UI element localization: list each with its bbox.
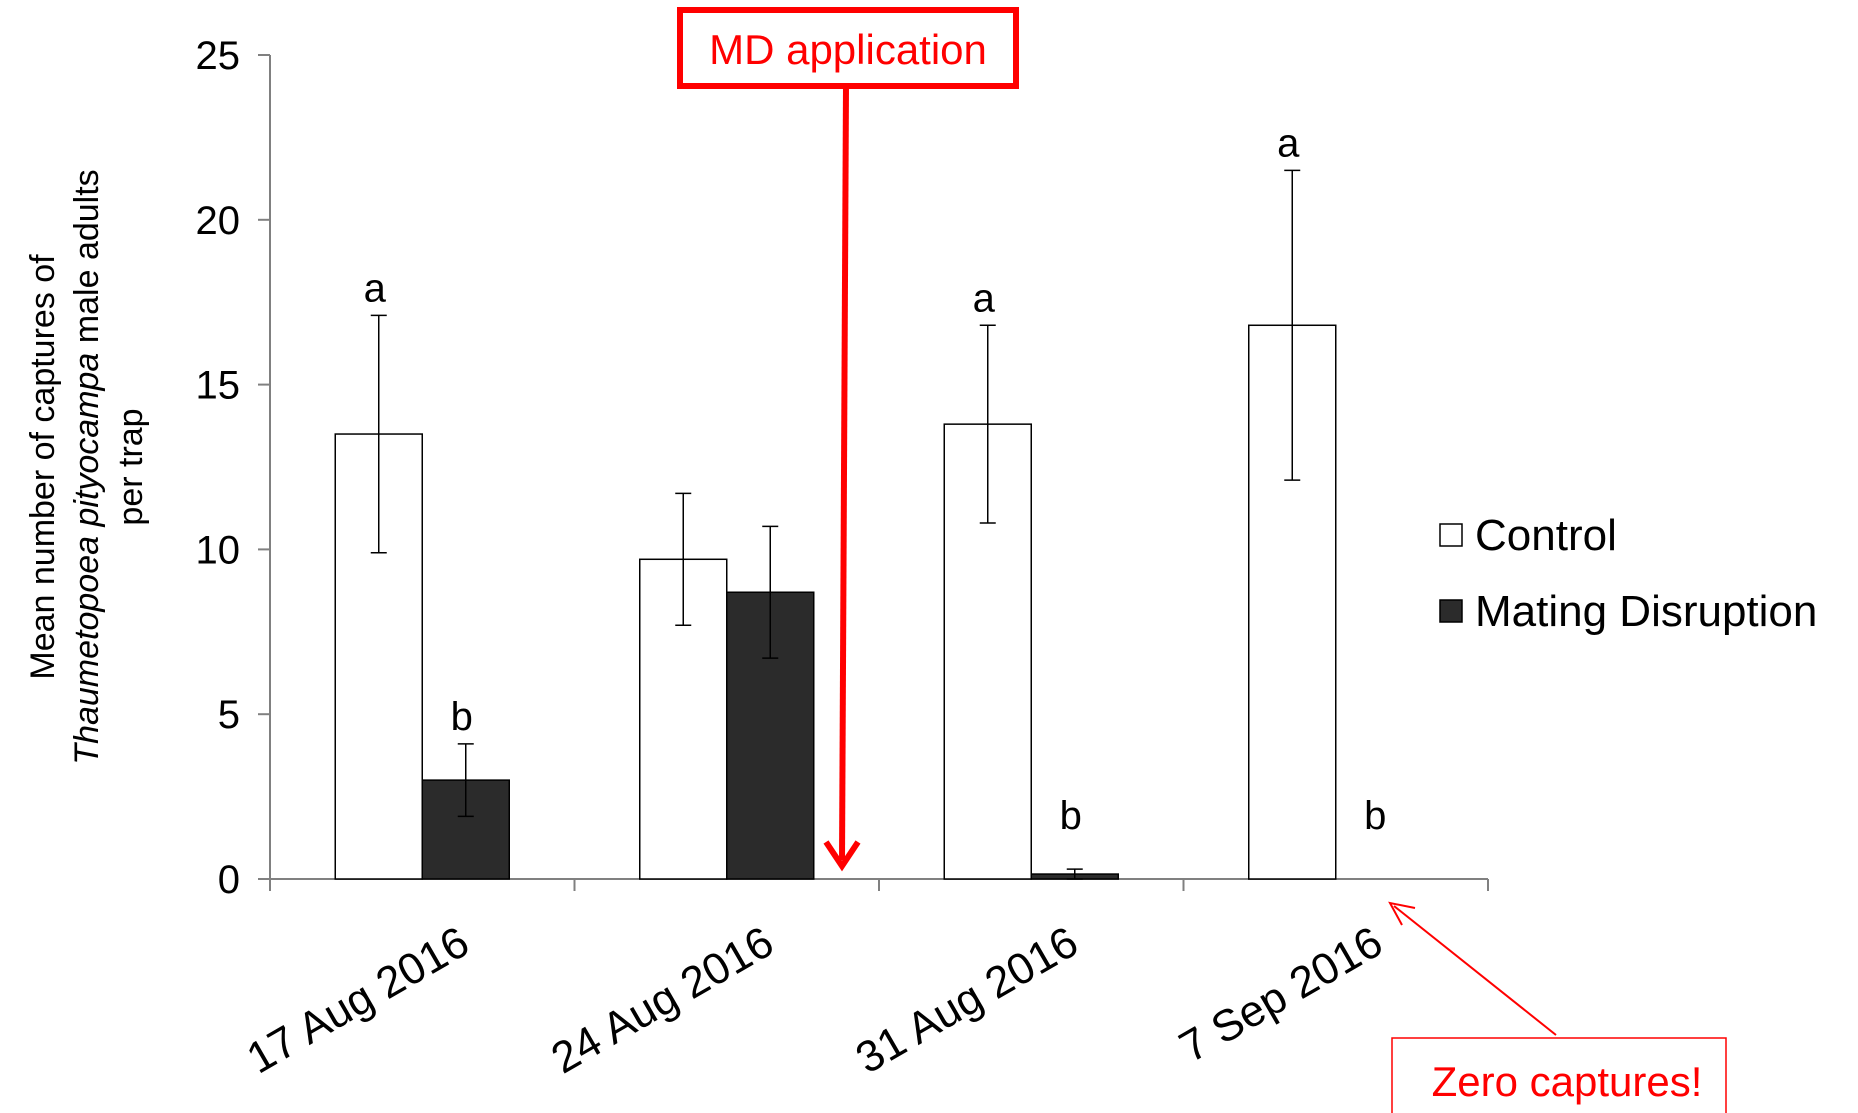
zero-captures-annotation: Zero captures! — [1388, 901, 1727, 1113]
zero-captures-arrow-head — [1388, 901, 1416, 926]
bar-mating-disruption — [421, 779, 510, 880]
legend-swatch-control — [1439, 523, 1463, 547]
y-axis-label: Mean number of captures of Thaumetopoea … — [24, 169, 150, 764]
x-category-labels: 17 Aug 2016 24 Aug 2016 31 Aug 2016 7 Sep 2… — [239, 917, 1391, 1083]
significance-letter: b — [1060, 794, 1082, 838]
md-application-box — [677, 7, 1019, 89]
significance-letter: b — [451, 695, 473, 739]
significance-letter: a — [364, 266, 387, 310]
significance-letters: a b a b a b — [364, 121, 1387, 838]
md-application-text: MD application — [709, 26, 987, 73]
axis-ticks — [258, 54, 1489, 891]
svg-text:Thaumetopoea pityocampa male a: Thaumetopoea pityocampa male adults — [68, 169, 106, 764]
y-tick-label: 10 — [196, 528, 241, 572]
md-application-arrow-shaft — [839, 85, 849, 861]
svg-text:per trap: per trap — [112, 408, 150, 525]
y-axis-label-line3: per trap — [112, 408, 150, 525]
error-bars — [370, 169, 1301, 880]
y-axis-label-line2: male adults — [68, 169, 106, 352]
x-category-label: 17 Aug 2016 — [239, 917, 478, 1083]
zero-captures-text: Zero captures! — [1432, 1058, 1703, 1105]
legend-label-control: Control — [1475, 511, 1617, 560]
y-tick-label: 0 — [218, 858, 240, 902]
svg-text:Mean number of captures of: Mean number of captures of — [24, 254, 62, 680]
y-tick-label: 20 — [196, 199, 241, 243]
legend: Control Mating Disruption — [1439, 511, 1817, 636]
legend-swatch-mating-disruption — [1439, 599, 1463, 623]
zero-captures-arrow-shaft — [1393, 905, 1557, 1036]
significance-letter: a — [1277, 121, 1300, 165]
bars — [334, 324, 1337, 880]
md-application-arrow-head — [823, 840, 861, 872]
y-tick-labels: 0 5 10 15 20 25 — [196, 34, 241, 902]
y-axis-label-species: Thaumetopoea pityocampa — [68, 353, 106, 765]
zero-captures-box — [1391, 1037, 1727, 1113]
y-tick-label: 25 — [196, 34, 241, 78]
y-axis-label-line1: Mean number of captures of — [24, 254, 62, 680]
y-tick-label: 5 — [218, 693, 240, 737]
x-category-label: 31 Aug 2016 — [848, 917, 1087, 1083]
y-tick-label: 15 — [196, 364, 241, 408]
x-category-label: 24 Aug 2016 — [543, 917, 782, 1083]
significance-letter: a — [973, 276, 996, 320]
x-category-label: 7 Sep 2016 — [1171, 917, 1390, 1072]
significance-letter: b — [1364, 794, 1386, 838]
legend-label-mating-disruption: Mating Disruption — [1475, 587, 1817, 636]
md-application-annotation: MD application — [677, 7, 1019, 872]
